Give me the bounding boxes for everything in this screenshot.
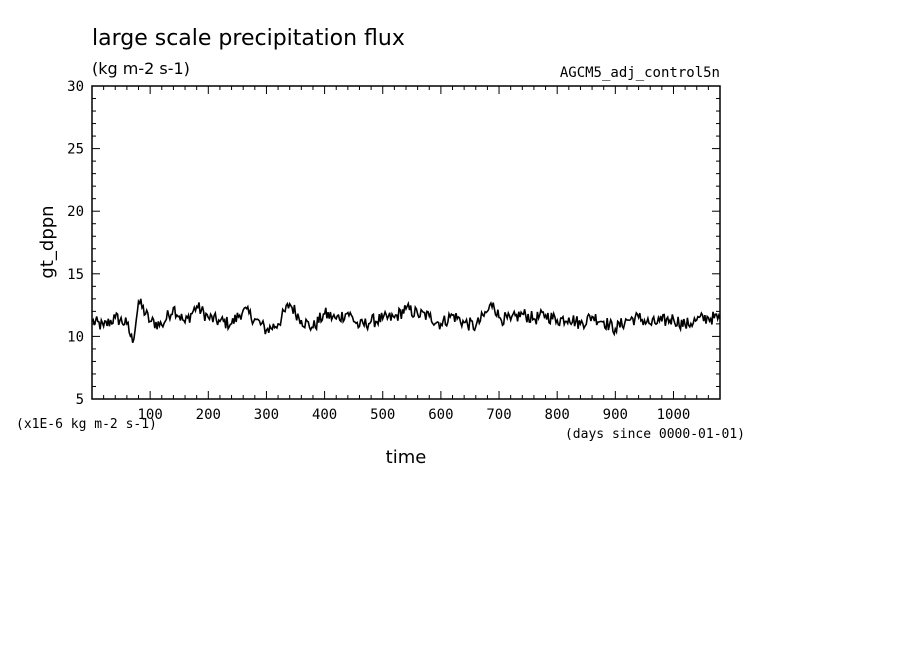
y-tick-label: 15 xyxy=(67,267,84,283)
x-tick-label: 500 xyxy=(370,407,395,423)
x-tick-label: 700 xyxy=(486,407,511,423)
chart-subtitle: (kg m-2 s-1) xyxy=(92,59,190,78)
run-label: AGCM5_adj_control5n xyxy=(560,65,720,81)
chart-title: large scale precipitation flux xyxy=(92,26,405,51)
y-scale-label: (x1E-6 kg m-2 s-1) xyxy=(16,417,157,432)
x-tick-label: 800 xyxy=(545,407,570,423)
x-tick-label: 1000 xyxy=(657,407,691,423)
y-axis-label: gt_dppn xyxy=(37,205,58,278)
x-tick-label: 100 xyxy=(137,407,162,423)
y-tick-label: 25 xyxy=(67,142,84,158)
y-tick-label: 30 xyxy=(67,79,84,95)
x-tick-label: 200 xyxy=(196,407,221,423)
y-tick-label: 20 xyxy=(67,204,84,220)
x-axis-label: time xyxy=(386,447,427,468)
x-tick-label: 600 xyxy=(428,407,453,423)
y-tick-label: 5 xyxy=(76,392,84,408)
x-tick-label: 900 xyxy=(603,407,628,423)
series-line xyxy=(91,298,721,343)
x-tick-labels: 100 200 300 400 500 600 700 800 900 1000 xyxy=(137,407,690,423)
y-tick-labels: 5 10 15 20 25 30 xyxy=(67,79,84,408)
x-unit-label: (days since 0000-01-01) xyxy=(565,427,745,442)
x-tick-label: 300 xyxy=(254,407,279,423)
plot-frame xyxy=(91,85,721,400)
y-tick-label: 10 xyxy=(67,329,84,345)
x-tick-label: 400 xyxy=(312,407,337,423)
tick-marks xyxy=(92,86,720,399)
